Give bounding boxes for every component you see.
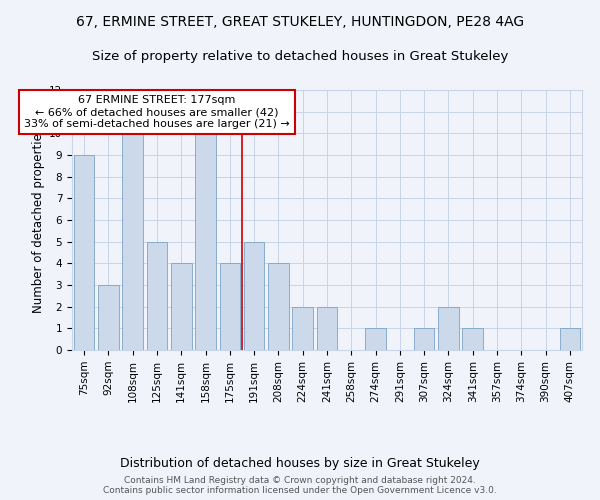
Text: Distribution of detached houses by size in Great Stukeley: Distribution of detached houses by size … — [120, 458, 480, 470]
Text: Contains HM Land Registry data © Crown copyright and database right 2024.
Contai: Contains HM Land Registry data © Crown c… — [103, 476, 497, 495]
Bar — [171, 264, 191, 350]
Text: Size of property relative to detached houses in Great Stukeley: Size of property relative to detached ho… — [92, 50, 508, 63]
Bar — [292, 306, 313, 350]
Bar — [244, 242, 265, 350]
Text: 67 ERMINE STREET: 177sqm
← 66% of detached houses are smaller (42)
33% of semi-d: 67 ERMINE STREET: 177sqm ← 66% of detach… — [24, 96, 290, 128]
Bar — [438, 306, 459, 350]
Bar — [195, 134, 216, 350]
Bar — [74, 155, 94, 350]
Bar — [268, 264, 289, 350]
Text: 67, ERMINE STREET, GREAT STUKELEY, HUNTINGDON, PE28 4AG: 67, ERMINE STREET, GREAT STUKELEY, HUNTI… — [76, 15, 524, 29]
Bar — [560, 328, 580, 350]
Bar — [122, 134, 143, 350]
Bar — [365, 328, 386, 350]
Bar — [98, 285, 119, 350]
Bar — [414, 328, 434, 350]
Bar — [146, 242, 167, 350]
Bar — [220, 264, 240, 350]
Y-axis label: Number of detached properties: Number of detached properties — [32, 127, 45, 313]
Bar — [317, 306, 337, 350]
Bar — [463, 328, 483, 350]
